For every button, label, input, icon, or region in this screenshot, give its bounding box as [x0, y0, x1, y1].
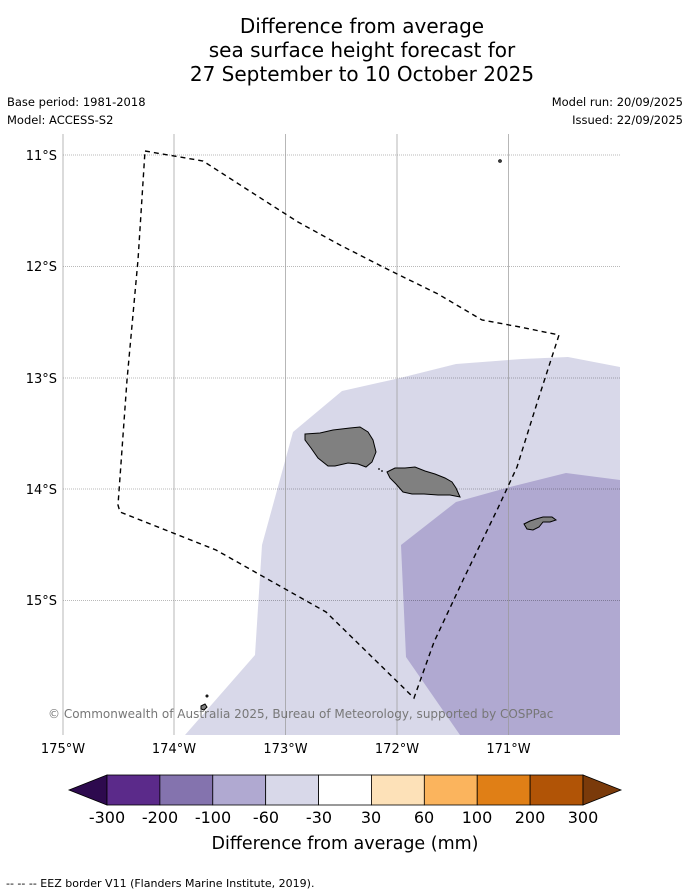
upolu-island	[386, 466, 461, 498]
colorbar-under-arrow	[67, 774, 108, 806]
longitude-labels: 175°W 174°W 173°W 172°W 171°W	[41, 742, 531, 757]
meridians	[62, 134, 509, 735]
lon-label-175w: 175°W	[41, 742, 85, 757]
cb-tick-30: 30	[360, 808, 382, 827]
title-line-1: Difference from average	[239, 14, 485, 38]
small-islets	[378, 468, 383, 472]
cb-tick-neg200: -200	[141, 808, 179, 827]
model-name: Model: ACCESS-S2	[7, 113, 114, 127]
colorbar-segment	[529, 774, 584, 806]
land	[200, 159, 558, 711]
lat-label-14s: 14°S	[26, 483, 57, 498]
cb-tick-60: 60	[413, 808, 435, 827]
cb-tick-neg30: -30	[305, 808, 333, 827]
eez-border	[117, 150, 560, 700]
colorbar-segment	[423, 774, 478, 806]
savaii-island	[304, 426, 377, 468]
anomaly-field	[185, 357, 620, 735]
title-line-3: 27 September to 10 October 2025	[189, 62, 535, 86]
chart-title: Difference from average sea surface heig…	[0, 14, 690, 86]
colorbar-over-arrow	[582, 774, 623, 806]
anomaly-region-medium	[401, 473, 620, 735]
cb-tick-200: 200	[514, 808, 546, 827]
model-run: Model run: 20/09/2025	[551, 95, 683, 109]
lat-label-12s: 12°S	[26, 260, 57, 275]
cb-tick-100: 100	[461, 808, 493, 827]
colorbar-label: Difference from average (mm)	[211, 834, 479, 854]
colorbar-segment	[212, 774, 267, 806]
lon-label-172w: 172°W	[375, 742, 419, 757]
title-line-2: sea surface height forecast for	[208, 38, 516, 62]
latitude-labels: 11°S 12°S 13°S 14°S 15°S	[26, 149, 57, 609]
colorbar-segment	[371, 774, 425, 806]
lat-label-11s: 11°S	[26, 149, 57, 164]
base-period: Base period: 1981-2018	[7, 95, 146, 109]
lat-label-13s: 13°S	[26, 372, 57, 387]
colorbar-segment	[265, 774, 319, 806]
cb-tick-neg60: -60	[252, 808, 280, 827]
colorbar	[67, 774, 623, 806]
colorbar-segment	[476, 774, 531, 806]
colorbar-segment	[159, 774, 214, 806]
cb-tick-neg300: -300	[88, 808, 126, 827]
tutuila-island	[523, 516, 558, 531]
lat-label-15s: 15°S	[26, 594, 57, 609]
attribution: © Commonwealth of Australia 2025, Bureau…	[48, 707, 553, 721]
colorbar-segment	[318, 774, 372, 806]
cb-tick-300: 300	[567, 808, 599, 827]
cb-tick-neg100: -100	[194, 808, 232, 827]
eez-footnote: -- -- -- EEZ border V11 (Flanders Marine…	[6, 877, 315, 890]
colorbar-segment	[106, 774, 161, 806]
lon-label-171w: 171°W	[486, 742, 530, 757]
lon-label-174w: 174°W	[152, 742, 196, 757]
issued-date: Issued: 22/09/2025	[572, 113, 683, 127]
gridlines	[63, 154, 620, 601]
lon-label-173w: 173°W	[263, 742, 307, 757]
